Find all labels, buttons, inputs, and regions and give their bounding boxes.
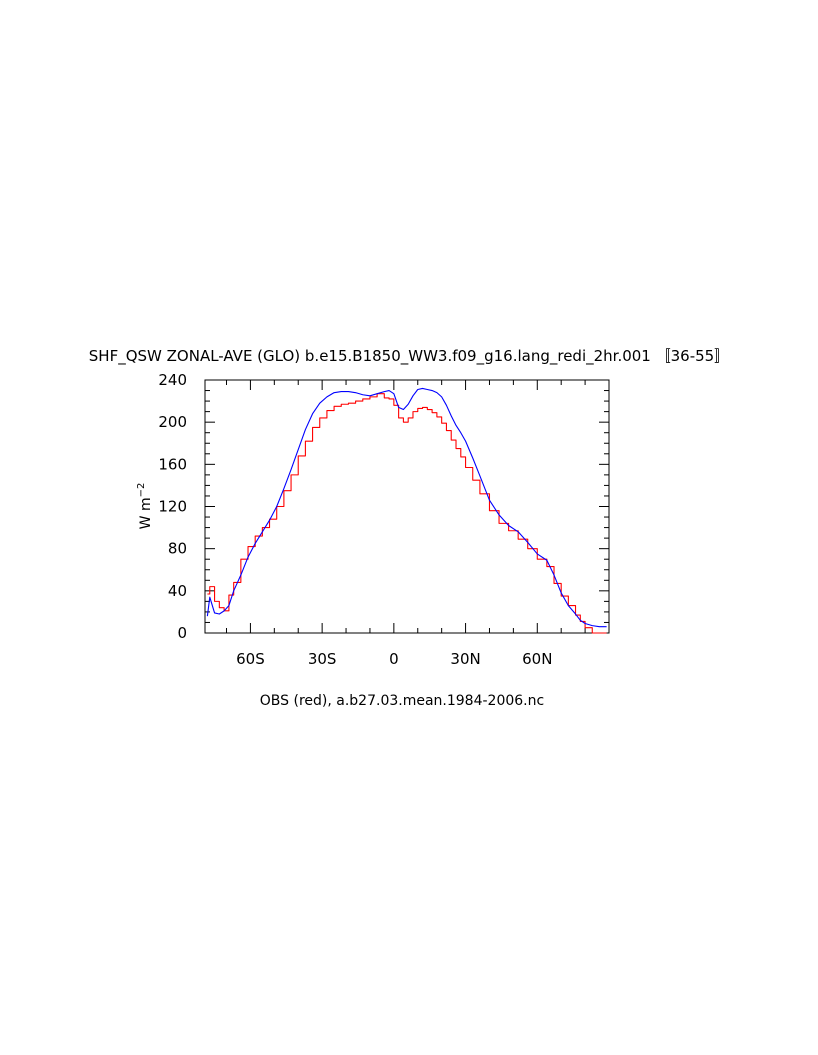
x-major-ticks — [249, 380, 610, 633]
y-tick-label: 200 — [158, 413, 187, 431]
y-major-ticks — [205, 379, 609, 634]
x-tick-label: 30S — [308, 650, 337, 668]
series-line-1 — [207, 393, 607, 634]
y-tick-label: 0 — [177, 624, 187, 642]
y-tick-label: 80 — [168, 540, 187, 558]
y-tick-label: 240 — [158, 371, 187, 389]
chart-title: SHF_QSW ZONAL-AVE (GLO) b.e15.B1850_WW3.… — [89, 347, 729, 366]
series-layer — [206, 387, 607, 634]
x-tick-label: 60S — [236, 650, 265, 668]
x-tick-labels: 60S 30S 0 30N 60N — [236, 650, 552, 668]
series-line-2 — [206, 387, 607, 628]
y-tick-label: 160 — [158, 455, 187, 473]
chart-caption: OBS (red), a.b27.03.mean.1984-2006.nc — [260, 693, 544, 709]
y-tick-label: 120 — [158, 498, 187, 516]
y-tick-labels: 0 40 80 120 160 200 240 — [158, 371, 187, 642]
x-tick-label: 30N — [450, 650, 480, 668]
x-tick-label: 0 — [389, 650, 399, 668]
x-minor-ticks — [226, 380, 586, 633]
y-axis-label: W m−2 — [136, 483, 154, 530]
y-tick-label: 40 — [168, 582, 187, 600]
plot-frame — [204, 379, 610, 634]
y-minor-ticks — [205, 390, 609, 623]
x-tick-label: 60N — [522, 650, 552, 668]
y-axis-label-superscript: −2 — [136, 483, 147, 498]
y-axis-label-main: W m — [138, 497, 154, 529]
